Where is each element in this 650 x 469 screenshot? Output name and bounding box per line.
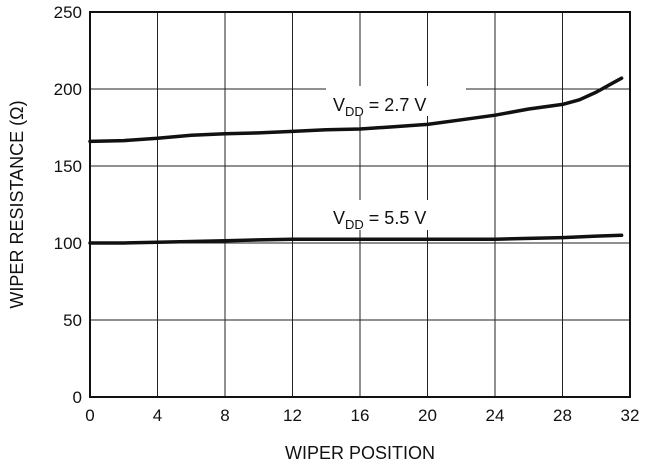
series-labels: VDD = 2.7 V VDD = 5.5 V (326, 86, 466, 232)
x-tick-label: 32 (621, 406, 640, 425)
x-tick-label: 12 (283, 406, 302, 425)
series-label-bg (326, 86, 466, 116)
series-line-1 (88, 76, 624, 144)
x-tick-label: 16 (351, 406, 370, 425)
series-lines (88, 76, 624, 245)
x-tick-label: 8 (220, 406, 229, 425)
y-tick-label: 100 (54, 234, 82, 253)
x-axis-title: WIPER POSITION (285, 443, 435, 463)
x-tick-labels: 0 4 8 12 16 20 24 28 32 (85, 406, 639, 425)
series-label-2: VDD = 5.5 V (333, 208, 426, 232)
plot-frame (89, 11, 631, 398)
y-tick-label: 50 (63, 311, 82, 330)
y-axis-title: WIPER RESISTANCE (Ω) (7, 100, 27, 308)
y-tick-label: 200 (54, 80, 82, 99)
y-tick-label: 250 (54, 3, 82, 22)
series-line-2 (88, 233, 624, 245)
x-tick-label: 24 (486, 406, 505, 425)
x-tick-label: 28 (553, 406, 572, 425)
y-tick-label: 150 (54, 157, 82, 176)
x-tick-label: 0 (85, 406, 94, 425)
series-label-1: VDD = 2.7 V (333, 95, 426, 119)
x-tick-label: 4 (153, 406, 162, 425)
series-label-bg (326, 200, 466, 230)
y-tick-labels: 0 50 100 150 200 250 (54, 3, 82, 407)
x-tick-label: 20 (418, 406, 437, 425)
y-tick-label: 0 (73, 388, 82, 407)
